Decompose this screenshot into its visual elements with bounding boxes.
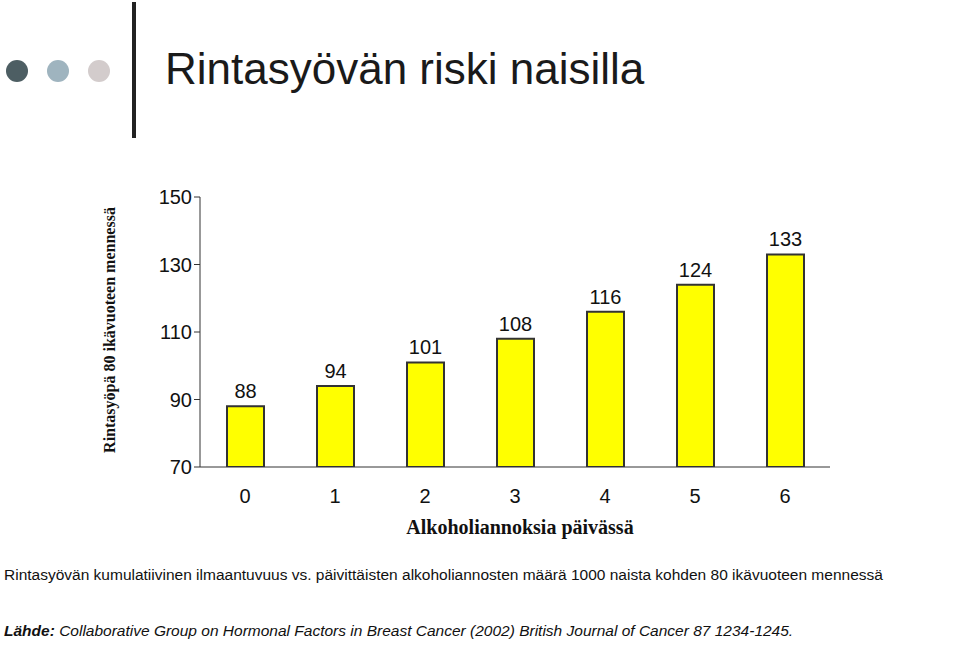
- html-text:Rintasyövän riski naisilla: Rintasyövän riski naisilla: [165, 44, 645, 93]
- html-text:Rintasyöpä 80 ikävuoteen menne: Rintasyöpä 80 ikävuoteen mennessä: [101, 207, 118, 453]
- svg-text:110: 110: [160, 321, 192, 343]
- svg-text:2: 2: [419, 485, 430, 507]
- svg-text:94: 94: [324, 360, 346, 382]
- html-text:Rintasyövän kumulatiivinen ilm: Rintasyövän kumulatiivinen ilmaantuvuus …: [4, 566, 883, 583]
- svg-text:0: 0: [239, 485, 250, 507]
- svg-text:108: 108: [499, 313, 532, 335]
- svg-text:90: 90: [170, 389, 192, 411]
- svg-text:88: 88: [234, 380, 256, 402]
- svg-text:101: 101: [409, 336, 442, 358]
- svg-text:4: 4: [599, 485, 610, 507]
- svg-text:150: 150: [159, 186, 192, 208]
- svg-text:130: 130: [159, 254, 192, 276]
- svg-text:3: 3: [509, 485, 520, 507]
- svg-text:124: 124: [679, 259, 712, 281]
- html-text:Alkoholiannoksia päivässä: Alkoholiannoksia päivässä: [406, 516, 634, 538]
- svg-text:133: 133: [769, 228, 802, 250]
- svg-text:116: 116: [590, 286, 622, 308]
- svg-text:1: 1: [329, 485, 340, 507]
- svg-text:6: 6: [779, 485, 790, 507]
- svg-text:70: 70: [170, 456, 192, 478]
- svg-text:5: 5: [689, 485, 700, 507]
- html-text:Lähde: Collaborative Group on: Lähde: Collaborative Group on Hormonal F…: [4, 622, 794, 639]
